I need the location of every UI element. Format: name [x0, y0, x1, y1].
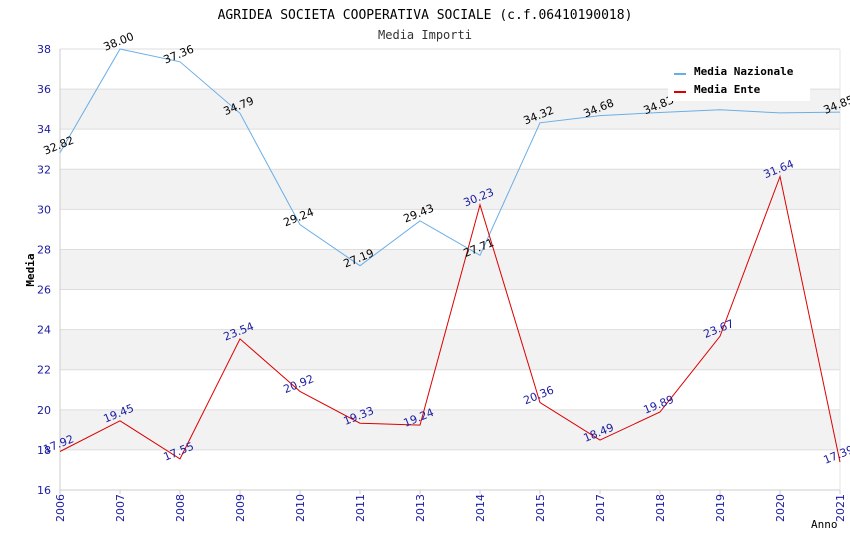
x-tick-label: 2010 — [294, 494, 307, 522]
y-tick-label: 24 — [37, 324, 51, 337]
x-tick-label: 2006 — [54, 494, 67, 522]
x-tick-label: 2019 — [714, 494, 727, 522]
chart-subtitle: Media Importi — [378, 28, 472, 42]
y-tick-label: 30 — [37, 203, 51, 216]
x-tick-label: 2015 — [534, 494, 547, 522]
y-tick-label: 38 — [37, 43, 51, 56]
series-line — [59, 174, 841, 463]
grid-band — [60, 409, 840, 450]
y-tick-label: 20 — [37, 404, 51, 417]
chart-title: AGRIDEA SOCIETA COOPERATIVA SOCIALE (c.f… — [218, 8, 633, 23]
data-label: 38.00 — [102, 30, 136, 54]
y-tick-label: 32 — [37, 163, 51, 176]
y-tick-label: 16 — [37, 484, 51, 497]
grid-band — [60, 169, 840, 210]
data-label: 37.36 — [162, 43, 196, 67]
x-axis-label: Anno — [811, 518, 838, 531]
series-line — [59, 48, 841, 267]
x-tick-label: 2011 — [354, 494, 367, 522]
grid-band — [60, 249, 840, 290]
x-tick-label: 2007 — [114, 494, 127, 522]
grid-band — [60, 329, 840, 370]
x-tick-label: 2021 — [834, 494, 847, 522]
data-label: 17.92 — [42, 432, 76, 456]
data-label: 20.92 — [282, 372, 316, 396]
data-label: 20.36 — [522, 383, 556, 407]
x-tick-label: 2008 — [174, 494, 187, 522]
axes: 16 18 20 22 24 26 28 30 32 34 36 38 2006 2007 2008 2009… — [37, 43, 847, 522]
legend-label: Media Ente — [694, 83, 761, 96]
series-lines — [59, 48, 841, 463]
legend-box — [668, 60, 810, 101]
y-tick-label: 36 — [37, 83, 51, 96]
y-tick-label: 34 — [37, 123, 51, 136]
legend-label: Media Nazionale — [694, 65, 794, 78]
data-label: 32.82 — [42, 134, 76, 158]
legend: Media Nazionale Media Ente — [668, 60, 810, 101]
x-tick-label: 2009 — [234, 494, 247, 522]
grid-bands — [60, 89, 840, 450]
y-tick-label: 22 — [37, 364, 51, 377]
y-tick-label: 26 — [37, 284, 51, 297]
y-tick-label: 18 — [37, 444, 51, 457]
x-tick-label: 2014 — [474, 494, 487, 522]
y-tick-label: 28 — [37, 243, 51, 256]
x-tick-label: 2020 — [774, 494, 787, 522]
x-tick-label: 2018 — [654, 494, 667, 522]
x-tick-label: 2017 — [594, 494, 607, 522]
y-axis-label: Media — [24, 253, 37, 286]
x-tick-label: 2013 — [414, 494, 427, 522]
